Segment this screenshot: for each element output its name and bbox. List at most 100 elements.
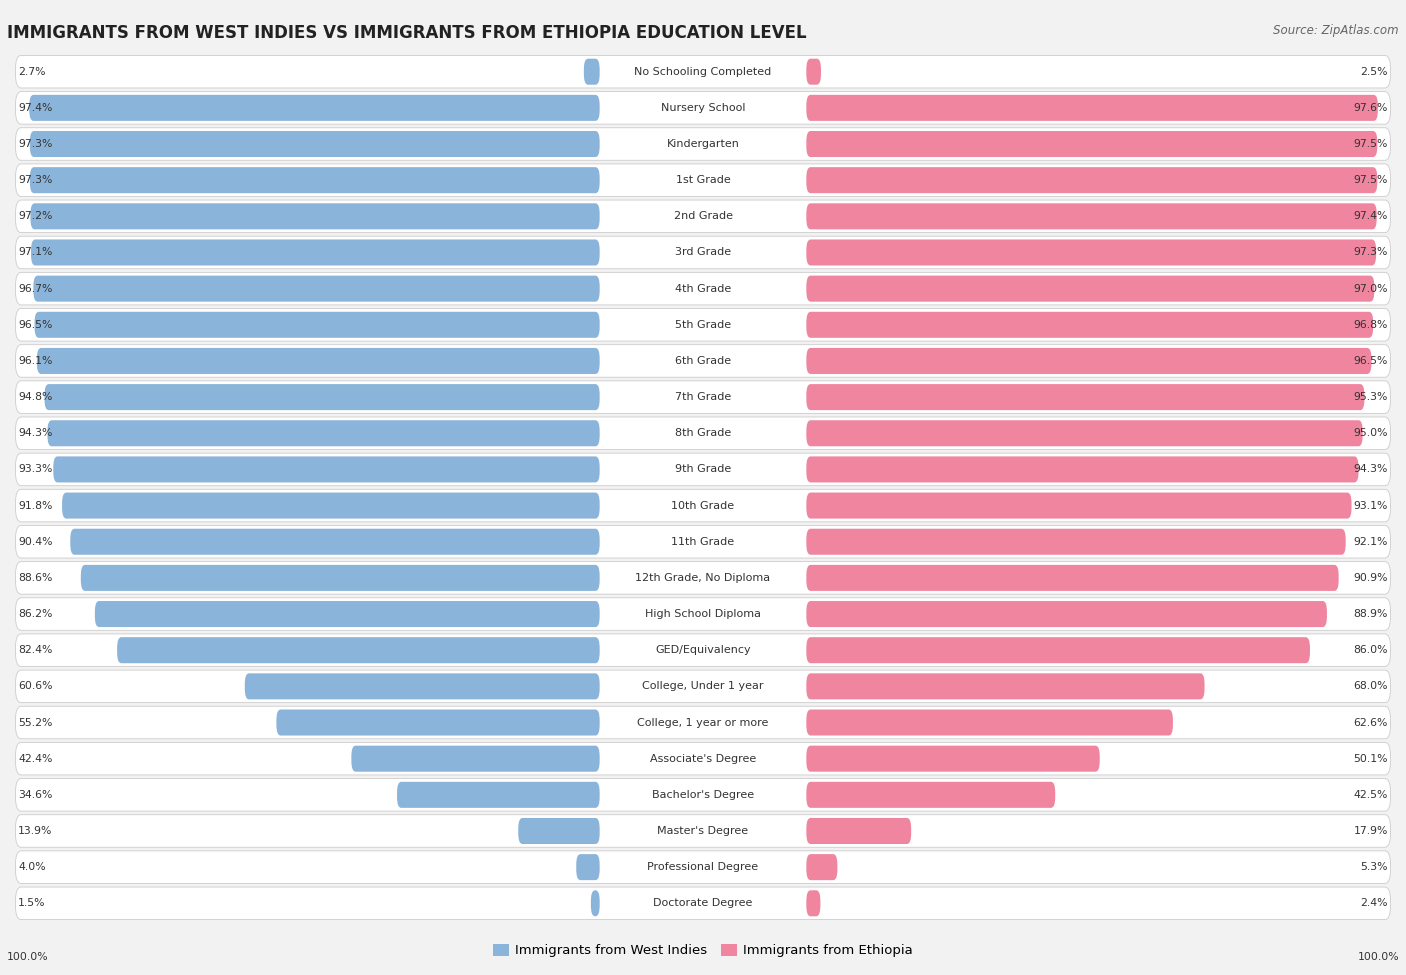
FancyBboxPatch shape <box>117 638 599 663</box>
Text: 88.6%: 88.6% <box>18 573 52 583</box>
FancyBboxPatch shape <box>807 276 1375 301</box>
FancyBboxPatch shape <box>583 58 599 85</box>
FancyBboxPatch shape <box>352 746 599 771</box>
Text: 62.6%: 62.6% <box>1354 718 1388 727</box>
FancyBboxPatch shape <box>15 308 1391 341</box>
FancyBboxPatch shape <box>15 381 1391 413</box>
FancyBboxPatch shape <box>807 890 820 916</box>
FancyBboxPatch shape <box>807 312 1374 337</box>
FancyBboxPatch shape <box>34 276 599 301</box>
FancyBboxPatch shape <box>807 348 1371 374</box>
Text: 100.0%: 100.0% <box>1357 953 1399 962</box>
Text: 17.9%: 17.9% <box>1354 826 1388 836</box>
FancyBboxPatch shape <box>15 634 1391 667</box>
FancyBboxPatch shape <box>807 746 1099 771</box>
FancyBboxPatch shape <box>15 562 1391 594</box>
Text: 50.1%: 50.1% <box>1354 754 1388 763</box>
Text: 2.5%: 2.5% <box>1361 66 1388 77</box>
Text: 95.0%: 95.0% <box>1354 428 1388 439</box>
Text: 90.9%: 90.9% <box>1354 573 1388 583</box>
Text: College, 1 year or more: College, 1 year or more <box>637 718 769 727</box>
FancyBboxPatch shape <box>807 674 1205 699</box>
FancyBboxPatch shape <box>519 818 599 844</box>
Text: 55.2%: 55.2% <box>18 718 52 727</box>
Text: 5th Grade: 5th Grade <box>675 320 731 330</box>
FancyBboxPatch shape <box>15 128 1391 160</box>
FancyBboxPatch shape <box>15 453 1391 486</box>
Text: 3rd Grade: 3rd Grade <box>675 248 731 257</box>
Text: High School Diploma: High School Diploma <box>645 609 761 619</box>
Text: 12th Grade, No Diploma: 12th Grade, No Diploma <box>636 573 770 583</box>
FancyBboxPatch shape <box>15 417 1391 449</box>
Text: 10th Grade: 10th Grade <box>672 500 734 511</box>
FancyBboxPatch shape <box>15 92 1391 124</box>
FancyBboxPatch shape <box>15 164 1391 196</box>
Text: 7th Grade: 7th Grade <box>675 392 731 402</box>
Text: 97.5%: 97.5% <box>1354 139 1388 149</box>
Text: 100.0%: 100.0% <box>7 953 49 962</box>
Text: 97.6%: 97.6% <box>1354 102 1388 113</box>
Text: IMMIGRANTS FROM WEST INDIES VS IMMIGRANTS FROM ETHIOPIA EDUCATION LEVEL: IMMIGRANTS FROM WEST INDIES VS IMMIGRANT… <box>7 24 807 42</box>
Text: 93.1%: 93.1% <box>1354 500 1388 511</box>
Text: 34.6%: 34.6% <box>18 790 52 799</box>
Text: 5.3%: 5.3% <box>1361 862 1388 873</box>
FancyBboxPatch shape <box>15 815 1391 847</box>
FancyBboxPatch shape <box>15 598 1391 630</box>
Text: 82.4%: 82.4% <box>18 645 52 655</box>
FancyBboxPatch shape <box>807 818 911 844</box>
Text: 86.2%: 86.2% <box>18 609 52 619</box>
FancyBboxPatch shape <box>807 492 1351 519</box>
FancyBboxPatch shape <box>807 565 1339 591</box>
FancyBboxPatch shape <box>396 782 599 808</box>
FancyBboxPatch shape <box>53 456 599 483</box>
Text: Source: ZipAtlas.com: Source: ZipAtlas.com <box>1274 24 1399 37</box>
FancyBboxPatch shape <box>15 670 1391 703</box>
FancyBboxPatch shape <box>30 131 599 157</box>
Text: 90.4%: 90.4% <box>18 536 52 547</box>
Text: 97.2%: 97.2% <box>18 212 52 221</box>
Text: 97.4%: 97.4% <box>1354 212 1388 221</box>
Text: 60.6%: 60.6% <box>18 682 52 691</box>
FancyBboxPatch shape <box>807 95 1378 121</box>
FancyBboxPatch shape <box>807 782 1056 808</box>
Text: 9th Grade: 9th Grade <box>675 464 731 475</box>
FancyBboxPatch shape <box>15 742 1391 775</box>
FancyBboxPatch shape <box>31 204 599 229</box>
FancyBboxPatch shape <box>15 56 1391 88</box>
FancyBboxPatch shape <box>807 384 1364 410</box>
Text: 92.1%: 92.1% <box>1354 536 1388 547</box>
Text: 11th Grade: 11th Grade <box>672 536 734 547</box>
FancyBboxPatch shape <box>30 95 599 121</box>
Text: Kindergarten: Kindergarten <box>666 139 740 149</box>
FancyBboxPatch shape <box>15 851 1391 883</box>
FancyBboxPatch shape <box>31 240 599 265</box>
Text: 1.5%: 1.5% <box>18 898 45 909</box>
FancyBboxPatch shape <box>15 779 1391 811</box>
FancyBboxPatch shape <box>15 272 1391 305</box>
Text: No Schooling Completed: No Schooling Completed <box>634 66 772 77</box>
FancyBboxPatch shape <box>70 528 599 555</box>
Text: 94.3%: 94.3% <box>18 428 52 439</box>
Text: 97.1%: 97.1% <box>18 248 52 257</box>
FancyBboxPatch shape <box>807 420 1362 447</box>
Text: 97.3%: 97.3% <box>18 139 52 149</box>
Legend: Immigrants from West Indies, Immigrants from Ethiopia: Immigrants from West Indies, Immigrants … <box>488 939 918 962</box>
FancyBboxPatch shape <box>807 528 1346 555</box>
FancyBboxPatch shape <box>62 492 599 519</box>
Text: 1st Grade: 1st Grade <box>676 176 730 185</box>
FancyBboxPatch shape <box>15 526 1391 558</box>
FancyBboxPatch shape <box>807 167 1378 193</box>
FancyBboxPatch shape <box>15 236 1391 269</box>
FancyBboxPatch shape <box>35 312 599 337</box>
Text: 96.8%: 96.8% <box>1354 320 1388 330</box>
Text: 93.3%: 93.3% <box>18 464 52 475</box>
FancyBboxPatch shape <box>807 58 821 85</box>
Text: 94.8%: 94.8% <box>18 392 52 402</box>
FancyBboxPatch shape <box>807 456 1358 483</box>
Text: 95.3%: 95.3% <box>1354 392 1388 402</box>
Text: GED/Equivalency: GED/Equivalency <box>655 645 751 655</box>
FancyBboxPatch shape <box>277 710 599 735</box>
FancyBboxPatch shape <box>807 710 1173 735</box>
FancyBboxPatch shape <box>48 420 599 447</box>
FancyBboxPatch shape <box>94 601 599 627</box>
